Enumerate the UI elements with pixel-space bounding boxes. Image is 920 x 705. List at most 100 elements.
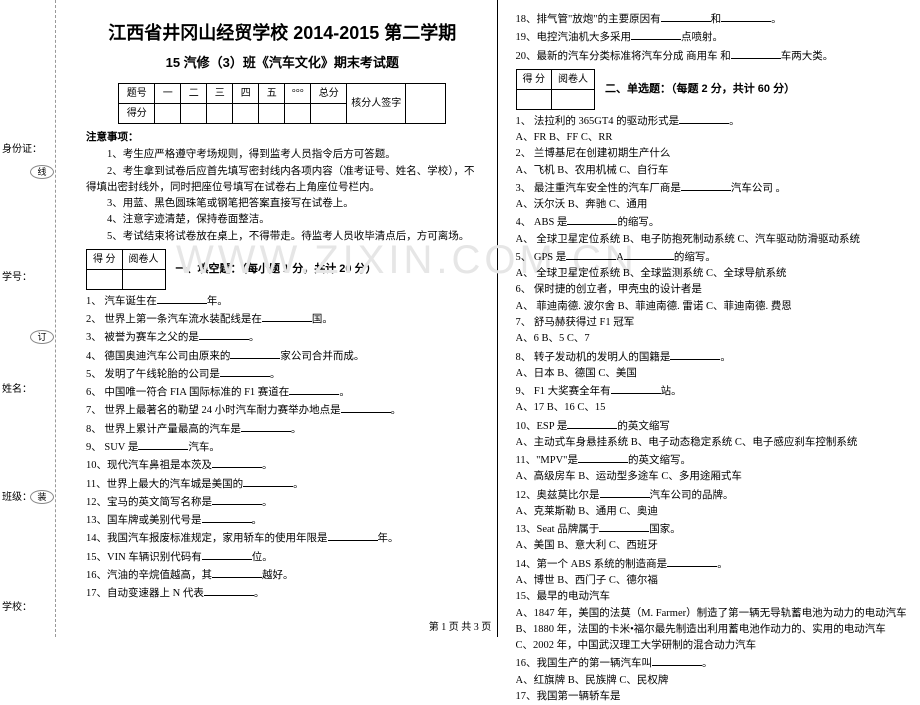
mcq-q-6: 6、 保时捷的创立者，甲壳虫的设计者是 [516,282,909,298]
mini2-b2 [552,89,595,109]
fq5: 5、 发明了午线轮胎的公司是。 [86,365,479,383]
fq16: 16、汽油的辛烷值越高，其越好。 [86,566,479,584]
mcq-opts-6: A、 菲迪南德. 波尔舍 B、菲迪南德. 雷诺 C、菲迪南德. 费恩 [516,299,909,315]
score-h5: 五 [259,83,285,103]
bind-label-id: 学号： [2,268,52,283]
bind-oval-3: 线 [30,165,54,179]
notice-1: 1、考生应严格遵守考场规则，得到监考人员指令后方可答题。 [86,147,479,163]
mcq-q-15: 15、最早的电动汽车 [516,589,909,605]
mcq-q-3: 3、 最注重汽车安全性的汽车厂商是汽车公司 。 [516,179,909,197]
fq9: 9、 SUV 是汽车。 [86,438,479,456]
left-column: 江西省井冈山经贸学校 2014-2015 第二学期 15 汽修（3）班《汽车文化… [56,0,498,637]
mini2-c1: 得 分 [516,69,552,89]
mcq-q-13: 13、Seat 品牌属于国家。 [516,520,909,538]
mcq-opts-19: A、红旗牌 B、民族牌 C、民权牌 [516,673,909,689]
mcq-q-2: 2、 兰博基尼在创建初期生产什么 [516,146,909,162]
mini2-c2: 阅卷人 [552,69,595,89]
section-two-hd: 二、单选题：（每题 2 分，共计 60 分） [605,81,795,98]
score-h7: 总分 [311,83,347,103]
mcq-q-18: C、2002 年，中国武汉理工大学研制的混合动力汽车 [516,638,909,654]
fq19: 19、电控汽油机大多采用点喷射。 [516,28,909,46]
fq6: 6、 中国唯一符合 FIA 国际标准的 F1 赛道在。 [86,383,479,401]
mcq-q-12: 12、奥兹莫比尔是汽车公司的品牌。 [516,486,909,504]
mcq-q-5: 5、 GPS 是A的缩写。 [516,248,909,266]
mini-table-2: 得 分 阅卷人 [516,69,596,110]
mini1-c2: 阅卷人 [122,249,165,269]
score-h0: 题号 [119,83,155,103]
score-h8: 核分人签字 [347,83,406,123]
fq14: 14、我国汽车报废标准规定，家用轿车的使用年限是年。 [86,529,479,547]
fq3: 3、 被誉为赛车之父的是。 [86,328,479,346]
mcq-opts-12: A、克莱斯勒 B、通用 C、奥迪 [516,504,909,520]
mcq-opts-1: A、FR B、FF C、RR [516,130,909,146]
mcq-q-19: 16、我国生产的第一辆汽车叫。 [516,654,909,672]
fq12: 12、宝马的英文简写名称是。 [86,493,479,511]
page-columns: 江西省井冈山经贸学校 2014-2015 第二学期 15 汽修（3）班《汽车文化… [56,0,920,637]
score-table: 题号 一 二 三 四 五 °°° 总分 核分人签字 得分 [118,83,446,124]
fq4: 4、 德国奥迪汽车公司由原来的家公司合并而成。 [86,347,479,365]
mcq-opts-7: A、6 B、5 C、7 [516,331,909,347]
score-b1 [155,103,181,123]
score-b5 [259,103,285,123]
fq1: 1、 汽车诞生在年。 [86,292,479,310]
mcq-opts-13: A、美国 B、意大利 C、西班牙 [516,538,909,554]
bind-oval-1: 装 [30,490,54,504]
notice-4: 4、注意字迹清楚，保持卷面整洁。 [86,212,479,228]
mcq-q-4: 4、 ABS 是的缩写。 [516,213,909,231]
bind-oval-2: 订 [30,330,54,344]
fq8: 8、 世界上累计产量最高的汽车是。 [86,420,479,438]
fq13: 13、国车牌或美别代号是。 [86,511,479,529]
mini1-c1: 得 分 [87,249,123,269]
score-b2 [181,103,207,123]
fq18: 18、排气管"放炮"的主要原因有和。 [516,10,909,28]
mcq-opts-4: A、 全球卫星定位系统 B、电子防抱死制动系统 C、汽车驱动防滑驱动系统 [516,232,909,248]
notice-3: 3、用蓝、黑色圆珠笔或钢笔把答案直接写在试卷上。 [86,196,479,212]
mcq-q-10: 10、ESP 是的英文缩写 [516,417,909,435]
mini1-b1 [87,269,123,289]
right-column: 18、排气管"放炮"的主要原因有和。 19、电控汽油机大多采用点喷射。 20、最… [498,0,920,637]
notice-2a: 2、考生拿到试卷后应首先填写密封线内各项内容（准考证号、姓名、学校），不 [86,164,479,180]
bind-label-name: 姓名： [2,380,52,395]
page-subtitle: 15 汽修（3）班《汽车文化》期末考试题 [86,53,479,73]
page-footer: 第 1 页 共 3 页 [0,618,920,633]
mcq-q-20: 17、我国第一辆轿车是 [516,689,909,705]
mcq-opts-2: A、飞机 B、农用机械 C、自行车 [516,163,909,179]
fq15: 15、VIN 车辆识别代码有位。 [86,548,479,566]
mcq-q-14: 14、第一个 ABS 系统的制造商是。 [516,555,909,573]
score-b4 [233,103,259,123]
mini-table-1: 得 分 阅卷人 [86,249,166,290]
score-h3: 三 [207,83,233,103]
fq20: 20、最新的汽车分类标准将汽车分成 商用车 和车两大类。 [516,47,909,65]
score-h6: °°° [285,83,311,103]
mcq-opts-3: A、沃尔沃 B、奔驰 C、通用 [516,197,909,213]
section-one-hd: 一、填空题：（每小题 1 分，共计 20 分） [176,261,377,278]
section-one-row: 得 分 阅卷人 一、填空题：（每小题 1 分，共计 20 分） [86,249,479,290]
score-b3 [207,103,233,123]
score-sign-blank [406,83,446,123]
page-title: 江西省井冈山经贸学校 2014-2015 第二学期 [86,20,479,47]
bind-label-school: 学校： [2,598,52,613]
notice-2b: 得填出密封线外，同时把座位号填写在试卷右上角座位号栏内。 [86,180,479,196]
mcq-q-11: 11、"MPV"是的英文缩写。 [516,451,909,469]
mcq-list: 1、 法拉利的 365GT4 的驱动形式是。A、FR B、FF C、RR2、 兰… [516,112,909,705]
bind-label-idcard: 身份证： [2,140,52,155]
mcq-opts-5: A、 全球卫星定位系统 B、全球监测系统 C、全球导航系统 [516,266,909,282]
section-two-row: 得 分 阅卷人 二、单选题：（每题 2 分，共计 60 分） [516,69,909,110]
mcq-q-7: 7、 舒马赫获得过 F1 冠军 [516,315,909,331]
score-r2: 得分 [119,103,155,123]
notice-5: 5、考试结束将试卷放在桌上，不得带走。待监考人员收毕清点后，方可离场。 [86,229,479,245]
fq7: 7、 世界上最著名的勒望 24 小时汽车耐力赛举办地点是。 [86,401,479,419]
mcq-opts-14: A、博世 B、西门子 C、德尔福 [516,573,909,589]
binding-margin: 学校： 班级： 姓名： 学号： 身份证： 装 订 线 [0,0,56,637]
notice-heading: 注意事项： [86,130,479,146]
mcq-opts-9: A、17 B、16 C、15 [516,400,909,416]
mcq-opts-11: A、高级房车 B、运动型多途车 C、多用途厢式车 [516,469,909,485]
score-b6 [285,103,311,123]
fq2: 2、 世界上第一条汽车流水装配线是在国。 [86,310,479,328]
mini2-b1 [516,89,552,109]
mcq-q-8: 8、 转子发动机的发明人的国籍是。 [516,348,909,366]
mcq-opts-10: A、主动式车身悬挂系统 B、电子动态稳定系统 C、电子感应刹车控制系统 [516,435,909,451]
score-h1: 一 [155,83,181,103]
mini1-b2 [122,269,165,289]
score-b7 [311,103,347,123]
